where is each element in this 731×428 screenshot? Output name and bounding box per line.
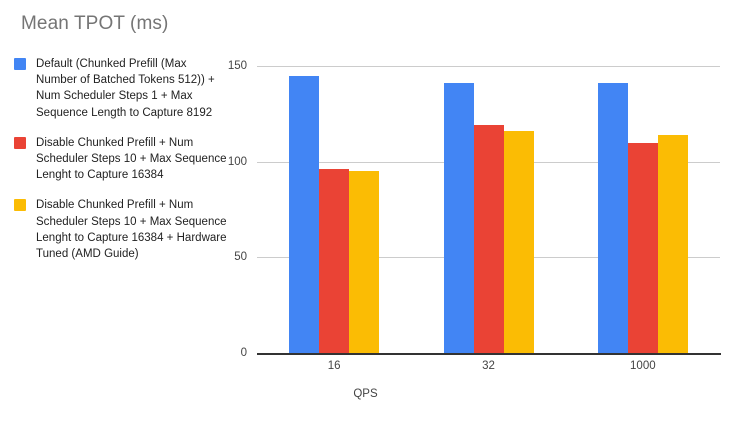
bar[interactable]: [319, 169, 350, 353]
plot-area: 0 50 100 150: [228, 60, 720, 359]
y-axis-tick-label: 0: [240, 347, 247, 359]
legend-item[interactable]: Disable Chunked Prefill + Num Scheduler …: [14, 135, 229, 184]
x-axis-tick-label: 16: [327, 360, 341, 372]
legend-item[interactable]: Disable Chunked Prefill + Num Scheduler …: [14, 197, 229, 262]
bar[interactable]: [597, 83, 628, 353]
bar[interactable]: [289, 75, 320, 353]
legend-item-label: Default (Chunked Prefill (Max Number of …: [36, 58, 215, 119]
bar[interactable]: [473, 125, 504, 353]
bar[interactable]: [349, 171, 380, 353]
chart-legend: Default (Chunked Prefill (Max Number of …: [14, 56, 229, 276]
gridline: [257, 66, 720, 67]
legend-swatch-icon: [14, 58, 26, 70]
y-axis-tick-label: 50: [234, 251, 247, 264]
legend-item-label: Disable Chunked Prefill + Num Scheduler …: [36, 199, 227, 261]
x-axis-title: QPS: [353, 388, 378, 400]
bar-group: [289, 66, 380, 353]
legend-swatch-icon: [14, 136, 26, 149]
bar[interactable]: [503, 131, 534, 353]
bar-group: [597, 66, 688, 353]
legend-swatch-icon: [14, 199, 26, 212]
x-axis-line: [257, 353, 721, 355]
chart-title: Mean TPOT (ms): [21, 13, 169, 34]
legend-item-label: Disable Chunked Prefill + Num Scheduler …: [36, 136, 227, 182]
bar[interactable]: [443, 83, 474, 353]
bar-group: [443, 66, 534, 353]
x-axis-tick-label: 32: [482, 360, 495, 372]
bar[interactable]: [627, 142, 658, 353]
y-axis-tick-label: 100: [227, 155, 247, 168]
y-axis-tick-label: 150: [227, 60, 247, 72]
bar[interactable]: [657, 134, 688, 353]
x-axis-tick-label: 1000: [630, 360, 656, 372]
legend-item[interactable]: Default (Chunked Prefill (Max Number of …: [14, 56, 229, 121]
